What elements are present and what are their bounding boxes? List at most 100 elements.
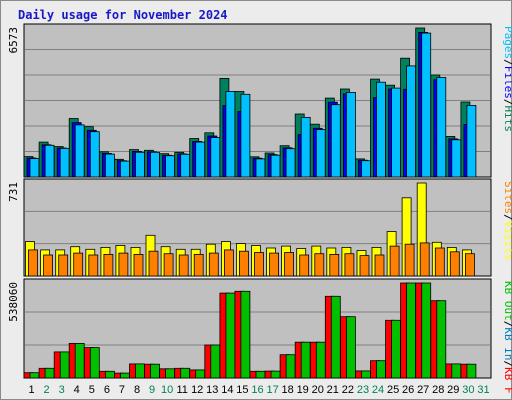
- day-label-9: 9: [149, 384, 155, 396]
- bar-kb-out-day-17: [270, 370, 281, 379]
- bar-pages-day-26: [406, 65, 417, 178]
- day-label-7: 7: [119, 384, 125, 396]
- panel-visits-sites-ymax-label: 731: [7, 182, 20, 202]
- bar-sites-day-3: [58, 254, 69, 277]
- bar-pages-day-6: [105, 153, 115, 178]
- legend-entry: /: [502, 214, 512, 221]
- bar-sites-day-8: [133, 253, 144, 277]
- day-label-28: 28: [432, 384, 444, 396]
- bar-pages-day-10: [165, 155, 176, 178]
- bar-pages-day-23: [361, 160, 371, 178]
- panel-kbf-kbin-kbout-legend: KB Out/KB In/KB F: [502, 281, 512, 394]
- bar-pages-day-9: [150, 151, 160, 178]
- bar-kb-out-day-3: [59, 351, 70, 379]
- legend-entry: Sites: [502, 181, 512, 214]
- bar-sites-day-13: [208, 252, 219, 277]
- bar-sites-day-29: [449, 251, 460, 277]
- bar-kb-out-day-8: [135, 363, 145, 379]
- day-label-14: 14: [221, 384, 233, 396]
- bar-sites-day-1: [28, 249, 38, 277]
- bar-kb-out-day-14: [225, 292, 236, 379]
- bar-kb-out-day-22: [345, 316, 356, 379]
- bar-sites-day-9: [148, 250, 159, 277]
- bar-pages-day-1: [29, 158, 40, 178]
- day-label-3: 3: [59, 384, 65, 396]
- bar-kb-out-day-29: [451, 363, 462, 379]
- bar-sites-day-28: [434, 247, 445, 277]
- bar-kb-out-day-30: [466, 363, 477, 379]
- bar-kb-out-day-4: [74, 342, 85, 379]
- bar-kb-out-day-15: [240, 290, 251, 379]
- day-label-22: 22: [342, 384, 354, 396]
- bar-sites-day-27: [419, 242, 430, 277]
- bar-kb-out-day-23: [361, 370, 371, 379]
- panel-hits-files-pages-legend: Pages/Files/Hits: [502, 26, 512, 132]
- bar-sites-day-6: [103, 253, 114, 277]
- bar-kb-out-day-1: [29, 372, 40, 379]
- bar-pages-day-16: [255, 158, 266, 178]
- bar-sites-day-21: [329, 253, 340, 277]
- bar-sites-day-23: [359, 255, 370, 277]
- day-label-1: 1: [28, 384, 34, 396]
- day-label-21: 21: [327, 384, 339, 396]
- panel-kbf-kbin-kbout-ymax-label: 538060: [7, 282, 20, 322]
- day-label-15: 15: [236, 384, 248, 396]
- bar-pages-day-22: [345, 92, 356, 178]
- bar-kb-out-day-7: [120, 372, 130, 379]
- day-label-13: 13: [206, 384, 218, 396]
- bar-sites-day-2: [43, 254, 53, 277]
- day-label-26: 26: [402, 384, 414, 396]
- bar-sites-day-20: [314, 253, 325, 277]
- panel-visits-sites-legend: Sites/Visits: [502, 181, 512, 261]
- day-label-19: 19: [297, 384, 309, 396]
- bar-pages-day-30: [466, 105, 477, 178]
- bar-sites-day-7: [118, 252, 129, 277]
- bar-sites-day-30: [464, 253, 475, 277]
- day-label-5: 5: [89, 384, 95, 396]
- bar-sites-day-16: [254, 252, 264, 277]
- bar-pages-day-15: [240, 93, 251, 178]
- day-label-12: 12: [191, 384, 203, 396]
- bar-pages-day-29: [451, 139, 462, 178]
- bar-pages-day-14: [225, 91, 236, 178]
- day-label-2: 2: [44, 384, 50, 396]
- bar-sites-day-5: [88, 254, 99, 277]
- legend-entry: KB In: [502, 327, 512, 360]
- bar-sites-day-24: [374, 254, 385, 277]
- bar-kb-out-day-9: [150, 363, 160, 379]
- day-label-30: 30: [462, 384, 474, 396]
- bar-pages-day-7: [120, 160, 130, 178]
- bar-sites-day-10: [163, 253, 174, 277]
- bar-pages-day-11: [180, 153, 191, 178]
- bar-pages-day-12: [195, 141, 206, 178]
- bar-sites-day-14: [223, 249, 234, 277]
- bar-sites-day-25: [389, 245, 400, 277]
- legend-entry: /: [502, 99, 512, 106]
- day-label-29: 29: [447, 384, 459, 396]
- bar-pages-day-27: [421, 32, 432, 178]
- chart-title: Daily usage for November 2024: [18, 8, 228, 22]
- bar-sites-day-11: [178, 254, 189, 277]
- bar-kb-out-day-28: [436, 300, 447, 379]
- bar-pages-day-19: [300, 117, 311, 178]
- bar-sites-day-22: [344, 253, 355, 277]
- bar-pages-day-4: [74, 124, 85, 178]
- bar-kb-out-day-27: [421, 282, 432, 379]
- day-label-31: 31: [477, 384, 489, 396]
- bar-kb-out-day-18: [285, 354, 296, 379]
- legend-entry: KB F: [502, 367, 512, 394]
- legend-entry: /: [502, 321, 512, 328]
- bar-kb-out-day-19: [300, 341, 311, 379]
- bar-sites-day-17: [269, 252, 280, 277]
- bar-kb-out-day-25: [391, 319, 402, 379]
- bar-sites-day-18: [284, 252, 295, 277]
- day-label-8: 8: [134, 384, 140, 396]
- bar-sites-day-19: [299, 254, 310, 277]
- bar-pages-day-20: [315, 129, 326, 178]
- bar-pages-day-2: [44, 144, 55, 178]
- bar-kb-out-day-13: [210, 344, 221, 379]
- day-label-24: 24: [372, 384, 384, 396]
- bar-pages-day-24: [376, 81, 386, 178]
- bar-kb-out-day-16: [255, 370, 266, 379]
